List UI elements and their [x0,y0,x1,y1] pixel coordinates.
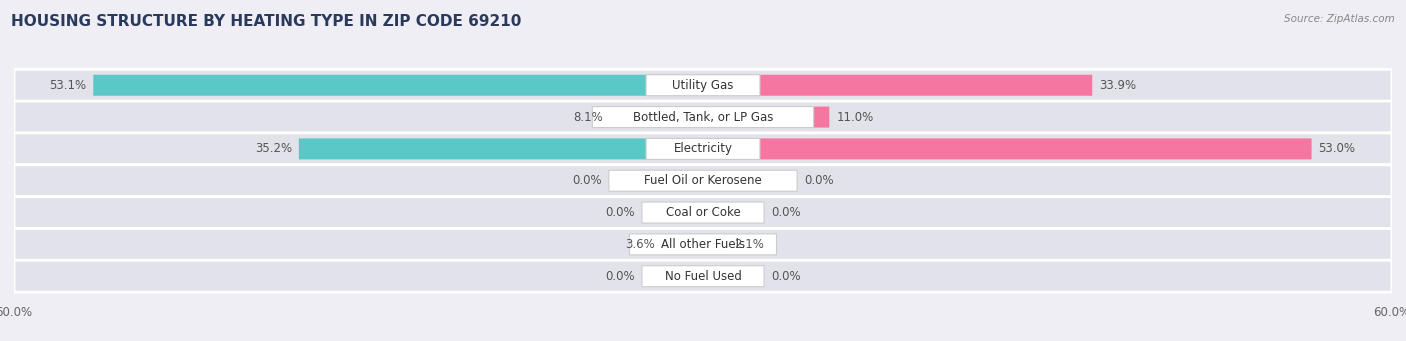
FancyBboxPatch shape [14,165,1392,197]
FancyBboxPatch shape [703,107,830,128]
Text: Coal or Coke: Coal or Coke [665,206,741,219]
Text: 33.9%: 33.9% [1099,79,1136,92]
FancyBboxPatch shape [609,170,797,191]
Text: No Fuel Used: No Fuel Used [665,270,741,283]
Text: All other Fuels: All other Fuels [661,238,745,251]
FancyBboxPatch shape [645,138,761,159]
Text: 8.1%: 8.1% [574,110,603,123]
FancyBboxPatch shape [592,107,814,128]
Text: HOUSING STRUCTURE BY HEATING TYPE IN ZIP CODE 69210: HOUSING STRUCTURE BY HEATING TYPE IN ZIP… [11,14,522,29]
FancyBboxPatch shape [610,107,703,128]
Text: Electricity: Electricity [673,143,733,155]
FancyBboxPatch shape [703,138,1312,159]
FancyBboxPatch shape [14,197,1392,228]
FancyBboxPatch shape [645,75,761,96]
Text: 0.0%: 0.0% [606,206,636,219]
Text: Bottled, Tank, or LP Gas: Bottled, Tank, or LP Gas [633,110,773,123]
Text: Fuel Oil or Kerosene: Fuel Oil or Kerosene [644,174,762,187]
Text: 0.0%: 0.0% [770,270,800,283]
FancyBboxPatch shape [14,69,1392,101]
Text: 3.6%: 3.6% [626,238,655,251]
Text: 53.1%: 53.1% [49,79,86,92]
FancyBboxPatch shape [662,234,703,255]
Text: Source: ZipAtlas.com: Source: ZipAtlas.com [1284,14,1395,24]
FancyBboxPatch shape [14,228,1392,260]
FancyBboxPatch shape [703,75,1092,96]
Text: 0.0%: 0.0% [804,174,834,187]
Text: 0.0%: 0.0% [572,174,602,187]
Text: 0.0%: 0.0% [770,206,800,219]
FancyBboxPatch shape [630,234,776,255]
Text: 11.0%: 11.0% [837,110,873,123]
Text: 2.1%: 2.1% [734,238,763,251]
FancyBboxPatch shape [643,202,763,223]
FancyBboxPatch shape [703,234,727,255]
Text: 35.2%: 35.2% [254,143,292,155]
Text: 0.0%: 0.0% [606,270,636,283]
FancyBboxPatch shape [299,138,703,159]
FancyBboxPatch shape [14,133,1392,165]
FancyBboxPatch shape [14,260,1392,292]
Text: Utility Gas: Utility Gas [672,79,734,92]
Text: 53.0%: 53.0% [1319,143,1355,155]
FancyBboxPatch shape [14,101,1392,133]
Legend: Owner-occupied, Renter-occupied: Owner-occupied, Renter-occupied [575,339,831,341]
FancyBboxPatch shape [643,266,763,287]
FancyBboxPatch shape [93,75,703,96]
